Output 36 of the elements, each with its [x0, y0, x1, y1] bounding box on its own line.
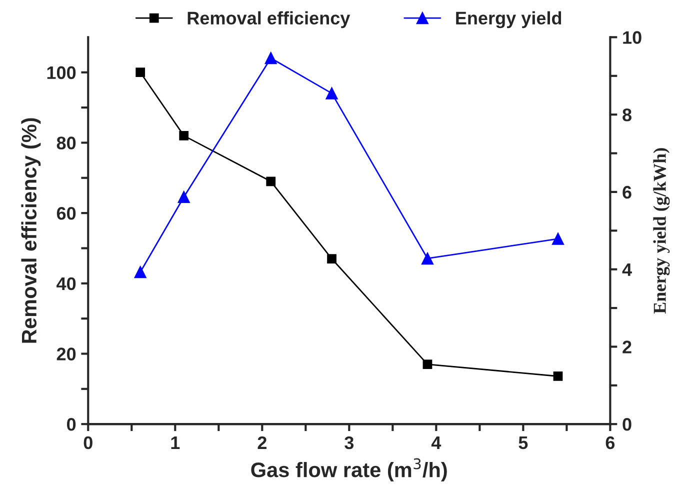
- point: [266, 176, 276, 186]
- point: [264, 52, 277, 64]
- point: [179, 130, 189, 140]
- y2-tick-label: 0: [622, 418, 632, 431]
- y-tick-label: 40: [56, 277, 76, 290]
- point: [553, 372, 563, 381]
- x-tick-label: 5: [518, 436, 528, 450]
- y2-tick-label: 10: [623, 31, 642, 44]
- x-axis-title: Gas flow rate (m$^{3}$/h): [251, 458, 447, 482]
- point: [326, 87, 338, 100]
- x-tick-label: 3: [344, 436, 354, 450]
- y-tick-label: 80: [56, 136, 76, 150]
- point: [136, 68, 146, 78]
- point: [422, 360, 432, 369]
- legend-label: Energy yield: [456, 11, 562, 28]
- point: [327, 254, 336, 264]
- y2-tick-label: 2: [622, 340, 632, 354]
- x-tick-label: 0: [84, 436, 92, 450]
- y2-axis-title: Energy yield (g/kWh): [653, 148, 670, 314]
- y2-tick-label: 6: [622, 186, 632, 199]
- y2-tick-label: 8: [622, 108, 632, 122]
- point: [134, 266, 146, 278]
- legend-label: Removal efficiency: [188, 11, 350, 28]
- x-tick-label: 6: [606, 436, 615, 450]
- point: [178, 190, 190, 204]
- point: [552, 232, 564, 245]
- y2-tick-label: 4: [622, 263, 632, 276]
- y-tick-label: 20: [56, 348, 76, 360]
- x-tick-label: 1: [171, 436, 180, 449]
- point: [421, 252, 434, 265]
- x-tick-label: 2: [258, 436, 266, 449]
- y-tick-label: 60: [56, 206, 76, 220]
- y-axis-title: Removal efficiency (%): [21, 118, 41, 343]
- y-tick-label: 100: [47, 66, 76, 80]
- x-tick-label: 4: [431, 436, 442, 449]
- y-tick-label: 0: [67, 418, 76, 431]
